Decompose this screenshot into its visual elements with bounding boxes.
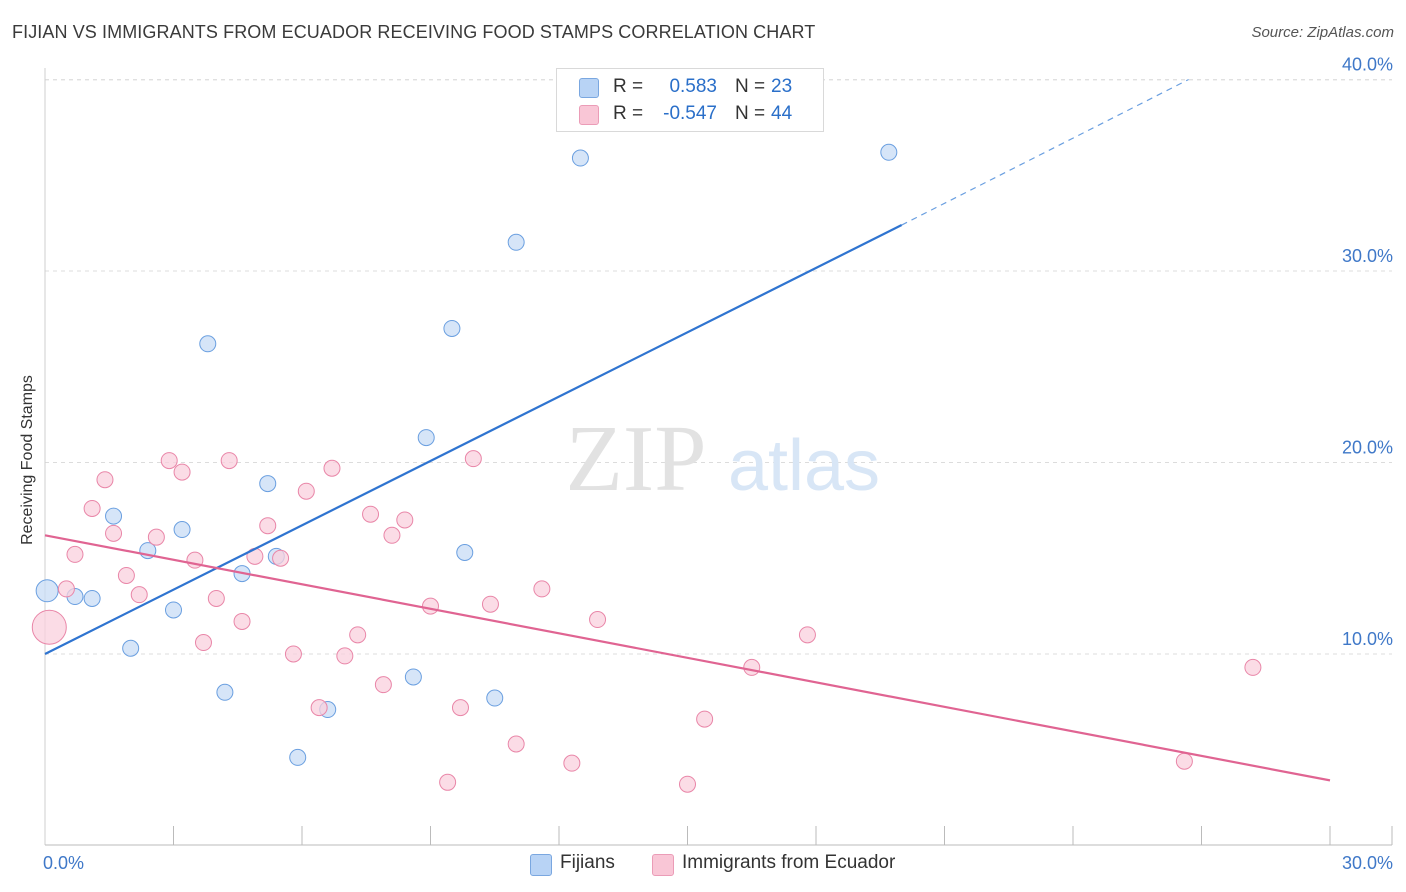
ecuador-point	[481, 595, 499, 613]
ecuador-trend-line	[44, 534, 1331, 782]
stats-row-ecuador: R = -0.547 N = 44	[557, 100, 823, 128]
ecuador-point	[117, 566, 135, 584]
y-tick-label: 20.0%	[1342, 438, 1393, 458]
fijian-point	[404, 668, 422, 686]
fijian-point	[83, 589, 101, 607]
ecuador-point	[743, 658, 761, 676]
ecuador-point	[396, 511, 414, 529]
ecuador-point	[696, 710, 714, 728]
r-label: R =	[613, 76, 644, 97]
ecuador-point	[96, 471, 114, 489]
ecuador-point	[362, 505, 380, 523]
fijian-point	[259, 475, 277, 493]
r-label: R =	[613, 103, 644, 124]
source-label: Source: ZipAtlas.com	[1251, 24, 1394, 41]
n-label: N =	[735, 103, 766, 124]
ecuador-point	[160, 452, 178, 470]
ecuador-point	[297, 482, 315, 500]
fijian-point	[165, 601, 182, 619]
fijians-trend-line	[44, 224, 903, 655]
x-tick-label: 0.0%	[43, 853, 84, 873]
ecuador-point	[259, 517, 277, 535]
ecuador-point	[220, 452, 238, 470]
fijian-point	[216, 683, 234, 701]
chart-title: FIJIAN VS IMMIGRANTS FROM ECUADOR RECEIV…	[12, 22, 816, 42]
r-value: -0.547	[663, 103, 717, 124]
ecuador-point	[130, 586, 148, 604]
ecuador-point	[422, 597, 439, 615]
r-value: 0.583	[669, 76, 717, 97]
fijian-point	[417, 429, 435, 447]
ecuador-point	[563, 754, 581, 772]
ecuador-swatch	[652, 854, 674, 876]
fijian-point	[507, 233, 525, 251]
x-tick-label: 30.0%	[1342, 853, 1393, 873]
fijians-swatch	[530, 854, 552, 876]
ecuador-point	[349, 626, 367, 644]
y-tick-label: 40.0%	[1342, 55, 1393, 75]
watermark: ZIP atlas	[566, 407, 881, 511]
stats-legend: R = 0.583 N = 23 R = -0.547 N = 44	[556, 68, 824, 132]
ecuador-point	[207, 589, 225, 607]
n-label: N =	[735, 76, 766, 97]
ecuador-point	[1244, 658, 1262, 676]
ecuador-point	[507, 735, 525, 753]
ecuador-point	[194, 634, 212, 652]
watermark-zip: ZIP	[566, 407, 707, 511]
ecuador-point	[233, 612, 251, 630]
fijian-point	[486, 689, 504, 707]
ecuador-swatch	[579, 105, 599, 125]
fijian-point	[456, 544, 474, 562]
fijian-point	[35, 579, 59, 603]
fijian-point	[173, 521, 191, 539]
stats-row-fijians: R = 0.583 N = 23	[557, 73, 823, 101]
y-tick-label: 10.0%	[1342, 629, 1393, 649]
ecuador-point	[533, 580, 551, 598]
ecuador-point	[439, 773, 457, 791]
tick-labels: 10.0% 20.0% 30.0% 40.0% 0.0% 30.0%	[43, 55, 1393, 874]
ecuador-point	[310, 699, 328, 717]
fijian-point	[571, 149, 589, 167]
ecuador-point	[105, 524, 123, 542]
ecuador-point	[31, 609, 67, 645]
fijian-point	[199, 335, 217, 353]
n-value: 44	[771, 103, 793, 124]
n-value: 23	[771, 76, 793, 97]
ecuador-point	[173, 463, 191, 481]
ecuador-point	[464, 450, 482, 468]
ecuador-point	[374, 676, 392, 694]
ecuador-point	[83, 499, 101, 517]
ecuador-point	[272, 549, 290, 567]
ecuador-point	[57, 580, 75, 598]
ecuador-point	[383, 526, 401, 544]
legend-label: Fijians	[560, 852, 615, 873]
fijian-point	[289, 748, 307, 766]
fijians-swatch	[579, 78, 599, 98]
axes	[44, 68, 1393, 846]
fijian-point	[443, 319, 461, 337]
y-tick-label: 30.0%	[1342, 246, 1393, 266]
fijian-point	[122, 639, 140, 657]
ecuador-point	[66, 545, 84, 563]
ecuador-point	[589, 611, 607, 629]
ecuador-point	[284, 645, 302, 663]
ecuador-point	[451, 699, 469, 717]
watermark-atlas: atlas	[728, 426, 880, 506]
trend-lines	[44, 78, 1331, 782]
ecuador-point	[798, 626, 816, 644]
ecuador-point	[1175, 752, 1193, 770]
ecuador-point	[336, 647, 354, 665]
legend-label: Immigrants from Ecuador	[682, 852, 896, 873]
ecuador-point	[323, 459, 341, 477]
ecuador-point	[679, 775, 696, 793]
fijians-trend-extension	[901, 78, 1189, 226]
fijian-point	[880, 143, 898, 161]
ecuador-point	[147, 528, 165, 546]
fijian-point	[105, 507, 123, 525]
